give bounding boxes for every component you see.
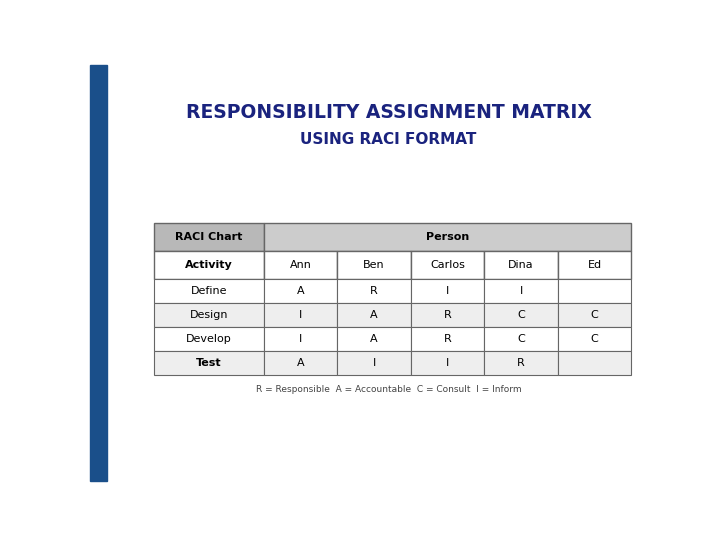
Text: Ann: Ann [289,260,312,270]
Bar [90,65,107,481]
Text: C: C [517,310,525,320]
Text: R: R [444,334,451,343]
Text: RESPONSIBILITY ASSIGNMENT MATRIX: RESPONSIBILITY ASSIGNMENT MATRIX [186,103,591,122]
Text: Dina: Dina [508,260,534,270]
Bar [264,251,338,279]
Text: R = Responsible  A = Accountable  C = Consult  I = Inform: R = Responsible A = Accountable C = Cons… [256,386,521,394]
Bar [558,350,631,375]
Text: I: I [446,286,449,296]
Text: Design: Design [190,310,228,320]
Bar [558,251,631,279]
Text: A: A [297,286,305,296]
Bar [338,327,411,350]
Text: R: R [370,286,378,296]
Bar [154,327,264,350]
Text: USING RACI FORMAT: USING RACI FORMAT [300,132,477,147]
Text: Ben: Ben [364,260,385,270]
Text: A: A [370,334,378,343]
Bar [558,303,631,327]
Bar [558,327,631,350]
Bar [411,279,485,303]
Text: Carlos: Carlos [430,260,465,270]
Text: I: I [299,310,302,320]
Text: I: I [299,334,302,343]
Text: R: R [444,310,451,320]
Bar [411,303,485,327]
Bar [154,350,264,375]
Bar [264,223,631,251]
Text: Develop: Develop [186,334,232,343]
Bar [154,279,264,303]
Text: Ed: Ed [588,260,602,270]
Bar [154,223,264,251]
Text: C: C [517,334,525,343]
Bar [485,327,558,350]
Bar [558,279,631,303]
Text: I: I [446,357,449,368]
Text: C: C [590,334,598,343]
Text: A: A [297,357,305,368]
Bar [264,327,338,350]
Bar [485,251,558,279]
Bar [411,350,485,375]
Text: RACI Chart: RACI Chart [176,232,243,242]
Text: Person: Person [426,232,469,242]
Text: Define: Define [191,286,228,296]
Bar [264,350,338,375]
Text: Activity: Activity [185,260,233,270]
Text: I: I [519,286,523,296]
Bar [264,303,338,327]
Bar [154,303,264,327]
Text: C: C [590,310,598,320]
Bar [485,350,558,375]
Text: Test: Test [197,357,222,368]
Bar [338,251,411,279]
Text: I: I [372,357,376,368]
Bar [411,251,485,279]
Text: R: R [517,357,525,368]
Bar [154,251,264,279]
Bar [338,350,411,375]
Bar [338,279,411,303]
Bar [338,303,411,327]
Bar [485,303,558,327]
Bar [264,279,338,303]
Text: A: A [370,310,378,320]
Bar [485,279,558,303]
Bar [411,327,485,350]
